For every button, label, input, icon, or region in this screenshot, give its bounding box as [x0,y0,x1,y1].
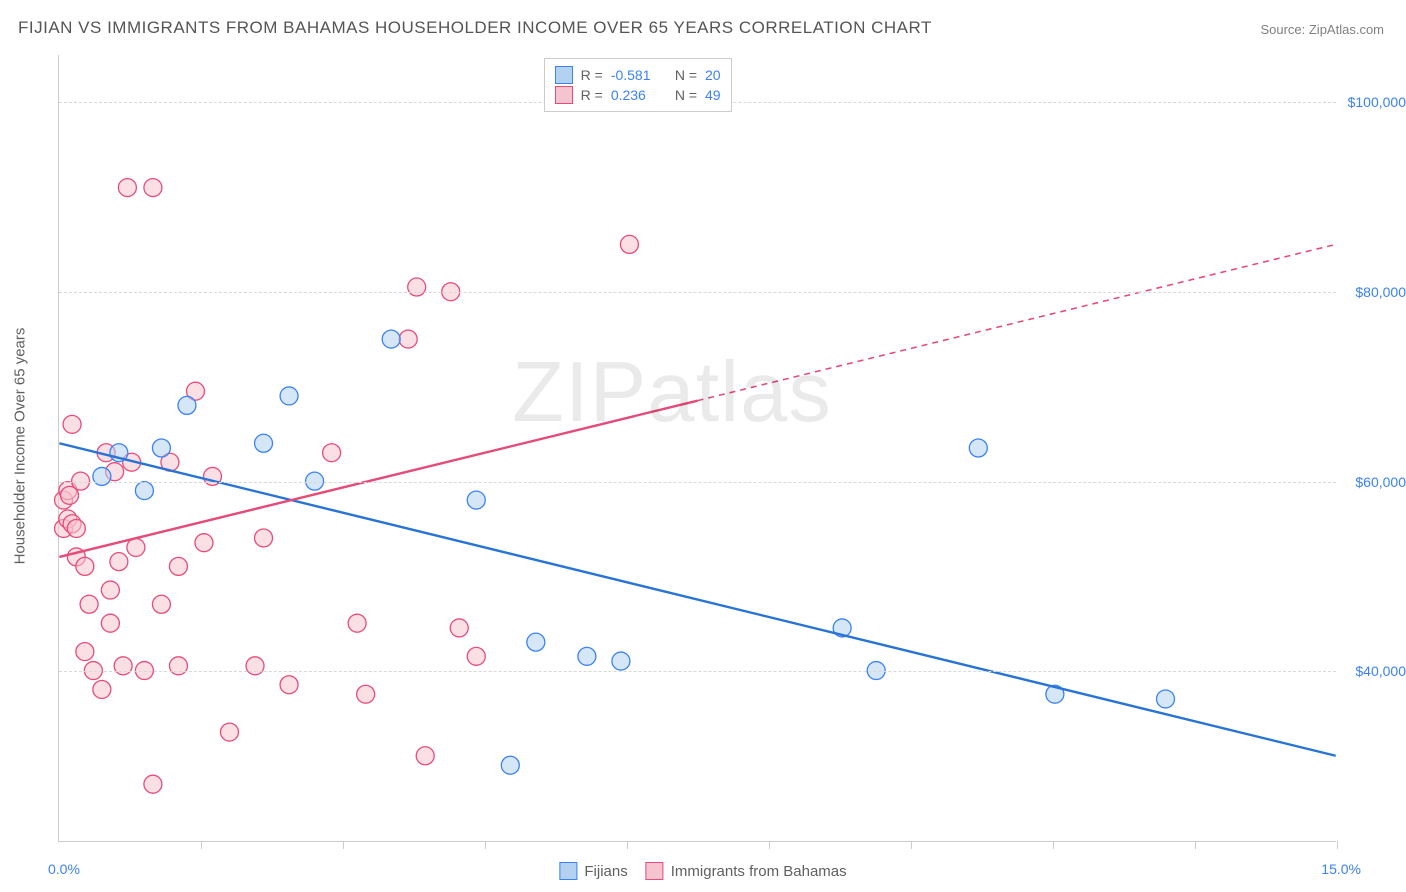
legend-swatch [555,66,573,84]
y-axis-label: Householder Income Over 65 years [12,328,29,565]
scatter-point [348,614,366,632]
legend-series-label: Immigrants from Bahamas [671,863,847,880]
scatter-point [93,467,111,485]
source-attribution: Source: ZipAtlas.com [1260,22,1384,37]
scatter-point [195,534,213,552]
legend-n-label: N = [675,87,697,103]
gridline-horizontal [59,671,1336,672]
trend-line-dashed [698,244,1336,400]
scatter-point [152,595,170,613]
scatter-point [323,444,341,462]
scatter-point [612,652,630,670]
legend-r-label: R = [581,67,603,83]
x-axis-min-label: 0.0% [48,861,80,877]
scatter-point [255,434,273,452]
trend-line-solid [59,443,1335,756]
scatter-plot-svg [59,55,1336,841]
scatter-point [63,415,81,433]
legend-bottom: Fijians Immigrants from Bahamas [559,862,846,880]
scatter-point [527,633,545,651]
scatter-point [76,557,94,575]
scatter-point [450,619,468,637]
scatter-point [280,387,298,405]
x-tick [911,841,912,849]
x-axis-max-label: 15.0% [1321,861,1361,877]
scatter-point [101,581,119,599]
plot-area: ZIPatlas $40,000$60,000$80,000$100,000 [58,55,1336,842]
scatter-point [969,439,987,457]
legend-n-value: 20 [705,67,721,83]
correlation-legend-row: R = -0.581 N = 20 [555,65,721,85]
scatter-point [144,179,162,197]
legend-r-label: R = [581,87,603,103]
scatter-point [221,723,239,741]
scatter-point [1157,690,1175,708]
legend-item: Fijians [559,862,627,880]
legend-swatch [555,86,573,104]
x-tick [769,841,770,849]
scatter-point [399,330,417,348]
scatter-point [178,396,196,414]
y-tick-label: $80,000 [1341,284,1406,300]
scatter-point [76,643,94,661]
legend-r-value: 0.236 [611,87,667,103]
scatter-point [67,520,85,538]
y-tick-label: $60,000 [1341,474,1406,490]
scatter-point [80,595,98,613]
scatter-point [169,557,187,575]
scatter-point [382,330,400,348]
scatter-point [110,553,128,571]
legend-swatch [559,862,577,880]
x-tick [201,841,202,849]
y-tick-label: $100,000 [1341,94,1406,110]
legend-r-value: -0.581 [611,67,667,83]
scatter-point [501,756,519,774]
x-tick [1337,841,1338,849]
legend-n-value: 49 [705,87,721,103]
scatter-point [93,680,111,698]
x-tick [627,841,628,849]
trend-line-solid [59,401,697,557]
scatter-point [118,179,136,197]
legend-item: Immigrants from Bahamas [646,862,847,880]
scatter-point [578,647,596,665]
scatter-point [408,278,426,296]
correlation-legend: R = -0.581 N = 20 R = 0.236 N = 49 [544,58,732,112]
scatter-point [255,529,273,547]
scatter-point [101,614,119,632]
x-tick [485,841,486,849]
scatter-point [135,482,153,500]
gridline-horizontal [59,482,1336,483]
legend-n-label: N = [675,67,697,83]
scatter-point [467,491,485,509]
y-tick-label: $40,000 [1341,663,1406,679]
scatter-point [357,685,375,703]
x-tick [1053,841,1054,849]
scatter-point [467,647,485,665]
scatter-point [127,538,145,556]
chart-title: FIJIAN VS IMMIGRANTS FROM BAHAMAS HOUSEH… [18,18,932,38]
correlation-legend-row: R = 0.236 N = 49 [555,85,721,105]
legend-series-label: Fijians [584,863,627,880]
x-tick [343,841,344,849]
scatter-point [280,676,298,694]
scatter-point [144,775,162,793]
scatter-point [152,439,170,457]
scatter-point [620,235,638,253]
x-tick [1195,841,1196,849]
legend-swatch [646,862,664,880]
scatter-point [416,747,434,765]
gridline-horizontal [59,292,1336,293]
